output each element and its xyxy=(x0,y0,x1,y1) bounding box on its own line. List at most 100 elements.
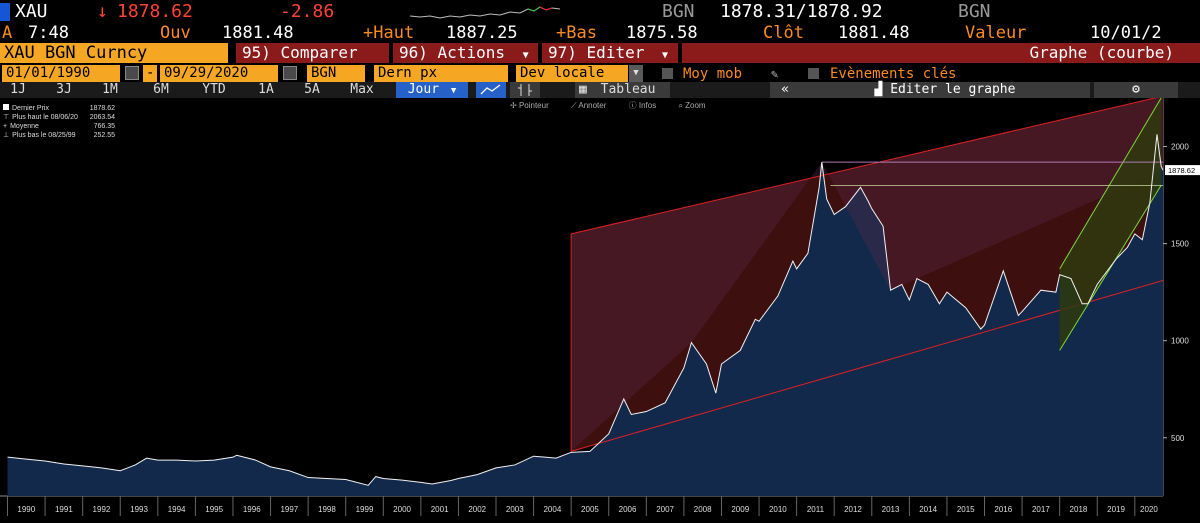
actions-button[interactable]: 96) Actions ▼ xyxy=(393,43,538,63)
key-events-label: Evènements clés xyxy=(830,66,957,82)
legend-label: Plus haut le 08/06/20 xyxy=(12,114,78,121)
table-label: Tableau xyxy=(600,82,656,97)
chart-legend: Dernier Prix 1878.62 ⊤ Plus haut le 08/06/… xyxy=(3,104,115,140)
chart-type-title[interactable]: Graphe (courbe) xyxy=(682,43,1200,63)
x-tick-label: 2020 xyxy=(1140,505,1158,514)
quote-time: 7:48 xyxy=(28,23,69,43)
chart-toolstrip: ✢ Pointeur ⟋ Annoter ⓘ Infos ⌕ Zoom xyxy=(510,100,726,111)
edit-label: Editer xyxy=(586,43,645,62)
tab-1y[interactable]: 1A xyxy=(258,82,274,97)
tab-6m[interactable]: 6M xyxy=(153,82,169,97)
actions-number: 96) xyxy=(399,43,428,62)
x-tick-label: 2005 xyxy=(581,505,599,514)
table-icon: ▦ xyxy=(579,82,587,97)
green-upper-line xyxy=(1059,98,1162,270)
net-change: -2.86 xyxy=(280,1,335,22)
settings-bar: 01/01/1990 - 09/29/2020 BGN Dern px Dev … xyxy=(0,65,1200,83)
ticker-marker-icon xyxy=(0,3,10,21)
frequency-label: Jour xyxy=(407,82,440,97)
tab-3d[interactable]: 3J xyxy=(56,82,72,97)
command-bar: XAU BGN Curncy 95) Comparer 96) Actions … xyxy=(0,43,1200,63)
currency-dropdown-icon[interactable]: ▼ xyxy=(629,65,643,82)
moving-avg-checkbox[interactable] xyxy=(662,68,673,79)
edit-caret-icon: ▼ xyxy=(661,50,669,61)
x-tick-label: 2009 xyxy=(731,505,749,514)
tab-5y[interactable]: 5A xyxy=(304,82,320,97)
currency-select[interactable]: Dev locale xyxy=(516,65,628,82)
ticker-symbol: XAU xyxy=(15,1,48,22)
time-prefix: A xyxy=(2,23,13,43)
price-field-select[interactable]: Dern px xyxy=(374,65,508,82)
price-chart: 500 1000 1500 2000 1878.62 1990 1991 1992 1993 1… xyxy=(0,98,1200,523)
compare-number: 95) xyxy=(242,43,271,62)
x-tick-label: 2002 xyxy=(468,505,486,514)
green-lower-line xyxy=(1059,185,1162,351)
x-tick-label: 2006 xyxy=(619,505,637,514)
annotate-label: Annoter xyxy=(578,101,607,110)
settings-gear-icon[interactable]: ⚙ xyxy=(1094,82,1178,98)
x-tick-label: 1997 xyxy=(280,505,298,514)
calendar-icon-end[interactable] xyxy=(283,66,297,80)
compare-button[interactable]: 95) Comparer xyxy=(236,43,389,63)
zoom-tool[interactable]: ⌕ Zoom xyxy=(678,101,706,110)
avg-marker-icon: + xyxy=(3,123,8,130)
table-button[interactable]: ▦ Tableau xyxy=(575,82,670,98)
tab-1d[interactable]: 1J xyxy=(10,82,26,97)
end-date-field[interactable]: 09/29/2020 xyxy=(160,65,278,82)
y-tick-label: 1000 xyxy=(1171,337,1189,346)
x-tick-label: 2016 xyxy=(994,505,1012,514)
pointer-tool[interactable]: ✢ Pointeur xyxy=(510,101,549,110)
high-label: +Haut xyxy=(363,23,415,43)
bid-ask: 1878.31/1878.92 xyxy=(720,1,883,22)
edit-chart-label: Editer le graphe xyxy=(890,82,1016,97)
edit-button[interactable]: 97) Editer ▼ xyxy=(542,43,678,63)
x-tick-label: 1998 xyxy=(318,505,336,514)
low-value: 1875.58 xyxy=(626,23,698,43)
price-area xyxy=(7,134,1163,496)
start-date-field[interactable]: 01/01/1990 xyxy=(2,65,120,82)
date-separator: - xyxy=(143,65,157,82)
x-tick-label: 2003 xyxy=(506,505,524,514)
legend-value: 1878.62 xyxy=(89,105,115,112)
y-tick-label: 2000 xyxy=(1171,143,1189,152)
x-tick-label: 2000 xyxy=(393,505,411,514)
tab-max[interactable]: Max xyxy=(350,82,374,97)
tab-ytd[interactable]: YTD xyxy=(202,82,226,97)
security-field[interactable]: XAU BGN Curncy xyxy=(0,43,228,63)
x-tick-label: 1993 xyxy=(130,505,148,514)
value-date-label: Valeur xyxy=(965,23,1027,43)
x-tick-label: 2001 xyxy=(431,505,449,514)
edit-chart-icon: ▟ xyxy=(874,82,883,97)
x-tick-label: 2008 xyxy=(694,505,712,514)
green-channel-fill xyxy=(1059,98,1162,351)
value-date: 10/01/2 xyxy=(1090,23,1162,43)
legend-value: 2063.54 xyxy=(89,114,115,121)
key-events-checkbox[interactable] xyxy=(808,68,819,79)
candle-chart-icon[interactable] xyxy=(510,82,540,98)
source-field[interactable]: BGN xyxy=(307,65,365,82)
annotate-tool[interactable]: ⟋ Annoter xyxy=(570,101,607,110)
collapse-chevrons-icon[interactable]: « xyxy=(770,82,800,98)
calendar-icon[interactable] xyxy=(125,66,139,80)
frequency-caret-icon: ▼ xyxy=(450,86,457,96)
x-tick-label: 2010 xyxy=(769,505,787,514)
x-tick-label: 1994 xyxy=(168,505,186,514)
x-tick-label: 2015 xyxy=(957,505,975,514)
source-label-2: BGN xyxy=(958,1,991,22)
low-marker-icon: ⊥ xyxy=(3,132,10,139)
price-line xyxy=(7,134,1164,486)
frequency-select[interactable]: Jour ▼ xyxy=(396,82,468,98)
high-value: 1887.25 xyxy=(446,23,518,43)
line-chart-icon[interactable] xyxy=(476,82,506,98)
channel-tint xyxy=(571,98,1163,452)
info-tool[interactable]: ⓘ Infos xyxy=(628,101,657,110)
x-tick-label: 1991 xyxy=(55,505,73,514)
close-value: 1881.48 xyxy=(838,23,910,43)
x-tick-label: 2011 xyxy=(807,505,825,514)
pencil-icon[interactable]: ✎ xyxy=(771,67,779,81)
y-tick-label: 500 xyxy=(1171,434,1185,443)
x-tick-label: 2012 xyxy=(844,505,862,514)
edit-chart-button[interactable]: ▟ Editer le graphe xyxy=(800,82,1090,98)
tab-1m[interactable]: 1M xyxy=(102,82,118,97)
open-label: Ouv xyxy=(160,23,191,43)
